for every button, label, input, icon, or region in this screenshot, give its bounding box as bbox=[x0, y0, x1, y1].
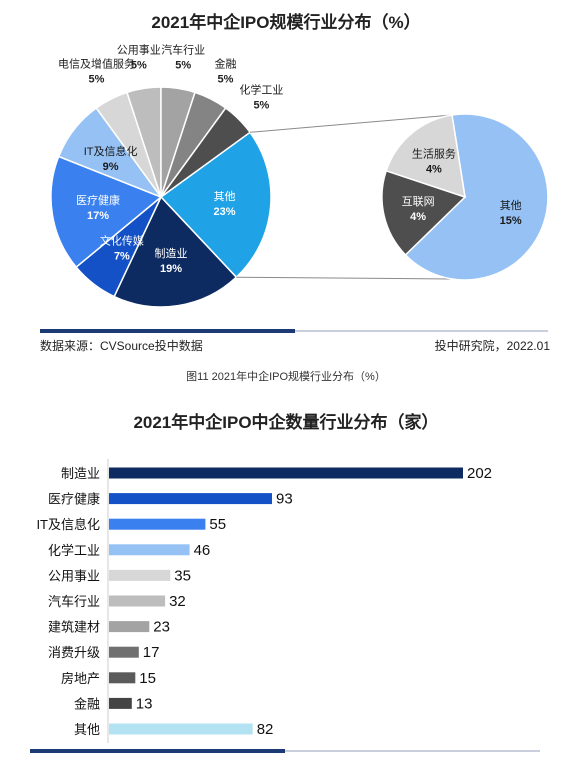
pie-label: 汽车行业 bbox=[161, 43, 205, 57]
bar bbox=[109, 595, 166, 607]
pie-value-label: 17% bbox=[87, 210, 109, 222]
pie-label: 其他 bbox=[214, 190, 236, 203]
bar-value-label: 46 bbox=[194, 542, 211, 559]
pie-value-label: 23% bbox=[213, 206, 235, 218]
pie-slice bbox=[160, 106, 252, 198]
bar-value-label: 23 bbox=[153, 619, 170, 636]
bar-category-label: 医疗健康 bbox=[48, 492, 100, 507]
bar-category-label: 金融 bbox=[74, 696, 100, 711]
breakdown-value-label: 15% bbox=[500, 215, 522, 227]
pie-value-label: 5% bbox=[218, 74, 234, 86]
bottom-divider bbox=[30, 750, 540, 752]
breakdown-label: 生活服务 bbox=[412, 146, 456, 160]
pie-label: 化学工业 bbox=[239, 83, 283, 97]
pie-value-label: 5% bbox=[253, 100, 269, 112]
bar bbox=[109, 518, 206, 530]
bar-value-label: 82 bbox=[257, 721, 274, 738]
bar-value-label: 202 bbox=[467, 465, 492, 482]
bottom-divider-accent bbox=[30, 749, 285, 753]
pie-label: 金融 bbox=[215, 57, 237, 71]
pie-slice bbox=[50, 155, 163, 269]
breakdown-label: 互联网 bbox=[402, 195, 435, 208]
bar bbox=[109, 697, 132, 709]
pie-label: 电信及增值服务 bbox=[58, 57, 135, 71]
pie-value-label: 9% bbox=[103, 161, 119, 173]
bar-chart: 制造业 202 医疗健康 93 IT及信息化 55 化学工业 46 公用事业 35 汽车行业 32 建筑… bbox=[36, 459, 492, 743]
pie-label: 公用事业 bbox=[117, 44, 161, 57]
breakdown-slice bbox=[385, 114, 466, 199]
pie-chart-title: 2021年中企IPO规模行业分布（%） bbox=[151, 13, 421, 32]
bar-category-label: 消费升级 bbox=[48, 645, 100, 660]
pie-slice bbox=[113, 195, 238, 308]
bar-category-label: IT及信息化 bbox=[36, 517, 100, 532]
bar bbox=[109, 672, 136, 684]
bar bbox=[109, 646, 139, 658]
bar-value-label: 35 bbox=[174, 567, 191, 584]
breakdown-value-label: 4% bbox=[426, 163, 442, 175]
pie-value-label: 5% bbox=[131, 60, 147, 72]
breakdown-slice bbox=[381, 169, 467, 256]
breakdown-slice bbox=[404, 113, 549, 281]
bar bbox=[109, 467, 463, 479]
data-source: 数据来源：CVSource投中数据 bbox=[40, 339, 203, 353]
bar-category-label: 汽车行业 bbox=[48, 594, 100, 609]
bar-category-label: 公用事业 bbox=[48, 568, 100, 583]
bar-category-label: 化学工业 bbox=[48, 543, 100, 558]
pie-value-label: 5% bbox=[175, 60, 191, 72]
source-divider-accent bbox=[40, 329, 295, 333]
breakdown-label: 其他 bbox=[500, 199, 522, 212]
bar-value-label: 13 bbox=[136, 695, 153, 712]
bar-value-label: 32 bbox=[169, 593, 186, 610]
pie-value-label: 5% bbox=[89, 74, 105, 86]
bar-category-label: 建筑建材 bbox=[48, 620, 100, 635]
bar-value-label: 93 bbox=[276, 491, 293, 508]
bar-category-label: 房地产 bbox=[61, 671, 100, 686]
pie-chart: 其他23%制造业19%文化传媒7%医疗健康17%IT及信息化9%电信及增值服务5… bbox=[50, 43, 549, 308]
bar bbox=[109, 723, 253, 735]
bar bbox=[109, 621, 150, 633]
research-credit: 投中研究院，2022.01 bbox=[434, 339, 550, 353]
pie-value-label: 7% bbox=[114, 250, 130, 262]
pie-label: 制造业 bbox=[155, 246, 188, 260]
breakdown-value-label: 4% bbox=[410, 211, 426, 223]
pie-label: 文化传媒 bbox=[100, 233, 144, 247]
bar-value-label: 55 bbox=[209, 516, 226, 533]
pie-value-label: 19% bbox=[160, 263, 182, 275]
figure-caption: 图11 2021年中企IPO规模行业分布（%） bbox=[186, 371, 386, 383]
bar bbox=[109, 493, 272, 505]
breakdown-connector bbox=[249, 114, 453, 133]
bar-value-label: 15 bbox=[139, 670, 156, 687]
bar-chart-title: 2021年中企IPO中企数量行业分布（家） bbox=[133, 413, 439, 432]
bar bbox=[109, 569, 171, 581]
pie-label: 医疗健康 bbox=[76, 193, 120, 207]
breakdown-connector bbox=[236, 276, 453, 280]
pie-label: IT及信息化 bbox=[84, 144, 138, 158]
bar-value-label: 17 bbox=[143, 644, 160, 661]
bar bbox=[109, 544, 190, 556]
bar-category-label: 其他 bbox=[74, 722, 100, 737]
pie-slice bbox=[159, 131, 272, 279]
bar-category-label: 制造业 bbox=[61, 466, 100, 481]
